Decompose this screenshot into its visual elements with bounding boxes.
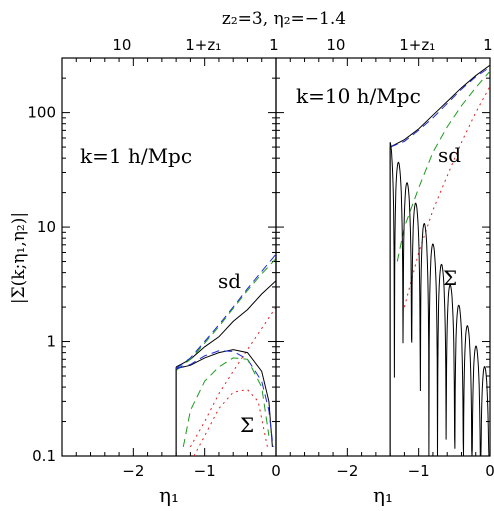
x-tick-label: −1	[408, 462, 430, 480]
top-tick-label: 10	[326, 36, 345, 54]
top-tick-label: 1	[483, 36, 493, 54]
top-tick-label: 10	[112, 36, 131, 54]
panel-left: −2 −1 0 10 1+z₁ 1 0.1 1 10 100 η₁ k=1 h/Mpc sd Σ	[27, 36, 280, 507]
panel-frame	[61, 57, 277, 457]
sigma-label: Σ	[240, 413, 254, 437]
y-tick-label: 100	[27, 104, 56, 122]
series-line	[389, 66, 490, 148]
series-line	[389, 142, 490, 456]
series-line	[403, 85, 490, 308]
series-line	[175, 280, 276, 368]
series-group	[389, 64, 490, 456]
x-axis-label: η₁	[159, 483, 179, 507]
series-line	[175, 253, 276, 370]
panel-right: −2 −1 0 10 1+z₁ 1 η₁ k=10 h/Mpc sd Σ	[275, 36, 494, 507]
top-title: z₂=3, η₂=−1.4	[222, 9, 346, 29]
panel-frame	[275, 57, 491, 457]
x-tick-label: −2	[122, 462, 144, 480]
series-group	[175, 253, 276, 456]
series-line	[389, 64, 490, 148]
y-tick-label: 10	[37, 218, 56, 236]
panels: −2 −1 0 10 1+z₁ 1 0.1 1 10 100 η₁ k=1 h/Mpc sd Σ −2 −1 0…	[27, 36, 494, 507]
top-tick-label: 1	[269, 36, 279, 54]
sd-label: sd	[218, 269, 241, 293]
sd-label: sd	[438, 143, 461, 167]
y-axis-label: |Σ(k;η₁,η₂)|	[9, 212, 29, 304]
series-line	[189, 306, 276, 448]
x-axis-label: η₁	[373, 483, 393, 507]
x-tick-label: −2	[336, 462, 358, 480]
x-tick-label: 0	[271, 462, 281, 480]
top-tick-label: 1+z₁	[185, 36, 221, 54]
y-tick-label: 1	[46, 333, 56, 351]
series-line	[182, 357, 270, 447]
panel-annotation: k=1 h/Mpc	[80, 144, 192, 168]
top-tick-label: 1+z₁	[399, 36, 435, 54]
series-line	[175, 350, 274, 447]
sigma-label: Σ	[443, 266, 457, 290]
panel-annotation: k=10 h/Mpc	[296, 84, 421, 108]
series-line	[175, 349, 273, 447]
series-line	[193, 389, 268, 456]
y-tick-label: 0.1	[32, 447, 56, 465]
series-line	[396, 70, 490, 262]
x-tick-label: −1	[194, 462, 216, 480]
x-tick-label: 0	[485, 462, 494, 480]
